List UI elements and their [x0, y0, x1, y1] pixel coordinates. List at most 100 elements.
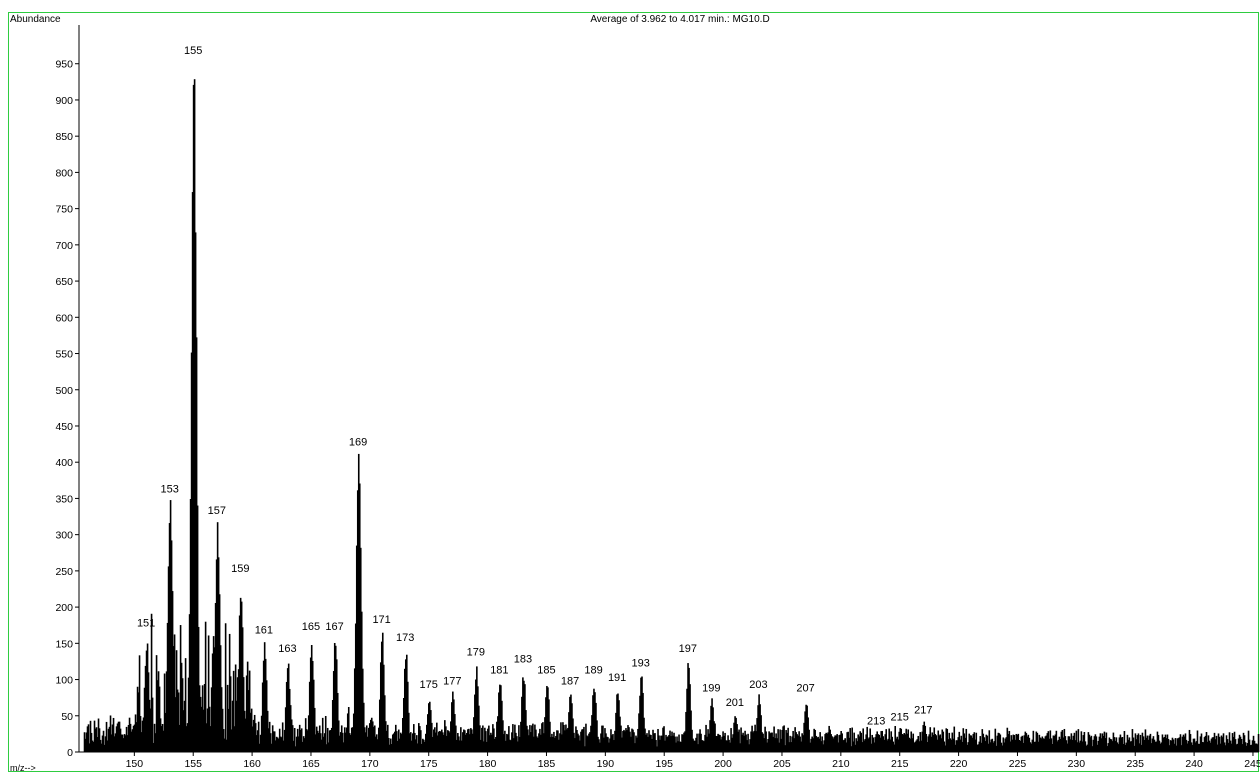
spectrum-bar [658, 735, 660, 752]
spectrum-bar [790, 742, 792, 752]
spectrum-bar [1052, 735, 1055, 752]
spectrum-bar [894, 725, 897, 752]
spectrum-bar [1240, 739, 1243, 752]
spectrum-bar [1110, 739, 1113, 752]
spectrum-bar [631, 728, 633, 752]
spectrum-bar [1148, 735, 1151, 752]
spectrum-bar [356, 490, 359, 752]
plot-frame [8, 12, 1259, 772]
spectrum-bar [298, 724, 301, 752]
spectrum-bar [1006, 727, 1009, 752]
spectrum-bar [1041, 736, 1044, 752]
spectrum-bar [782, 726, 784, 752]
spectrum-bar [448, 731, 450, 752]
spectrum-bar [172, 646, 175, 752]
spectrum-bar [1127, 739, 1130, 752]
spectrum-bar [143, 687, 146, 752]
spectrum-bar [441, 729, 443, 752]
spectrum-bar [1189, 734, 1192, 752]
spectrum-bar [1210, 738, 1213, 752]
spectrum-bar [754, 724, 756, 752]
spectrum-bar [1205, 732, 1208, 752]
spectrum-bar [423, 739, 425, 752]
y-tick-label: 850 [55, 131, 73, 143]
spectrum-bar [517, 741, 519, 752]
spectrum-bar [1039, 737, 1042, 752]
spectrum-bar [1145, 737, 1148, 752]
spectrum-bar [588, 733, 590, 752]
spectrum-bar [1212, 737, 1215, 752]
spectrum-bar [1058, 736, 1061, 752]
spectrum-bar [757, 705, 759, 752]
spectrum-bar [144, 665, 147, 752]
spectrum-bar [450, 721, 452, 752]
spectrum-bar [89, 720, 92, 752]
spectrum-bar [753, 730, 755, 752]
spectrum-bar [1065, 740, 1068, 752]
spectrum-bar [1014, 739, 1017, 752]
spectrum-bar [709, 720, 711, 752]
spectrum-bar [1242, 732, 1245, 752]
spectrum-bar [471, 729, 473, 752]
spectrum-bar [199, 696, 202, 752]
spectrum-bar [571, 703, 573, 752]
spectrum-bar [1179, 734, 1182, 752]
spectrum-bar [518, 725, 520, 752]
y-tick-label: 650 [55, 276, 73, 288]
spectrum-bar [365, 725, 368, 752]
spectrum-bar [1248, 739, 1251, 752]
spectrum-bar [650, 734, 652, 752]
spectrum-bar [312, 679, 315, 752]
spectrum-bar [130, 731, 133, 752]
spectrum-bar [482, 725, 484, 752]
spectrum-bar [595, 702, 597, 752]
x-tick-label: 170 [361, 758, 379, 770]
spectrum-bar [198, 685, 201, 752]
spectrum-bar [1230, 743, 1233, 752]
spectrum-bar [944, 745, 947, 752]
spectrum-bar [640, 677, 642, 752]
spectrum-bar [469, 734, 471, 752]
x-tick-label: 240 [1185, 758, 1203, 770]
spectrum-bar [676, 736, 678, 752]
spectrum-bar [286, 668, 289, 752]
spectrum-bar [969, 735, 972, 752]
spectrum-bar [445, 726, 447, 752]
spectrum-bar [154, 733, 157, 752]
spectrum-bar [652, 729, 654, 752]
spectrum-bar [310, 645, 313, 752]
spectrum-bar [309, 657, 312, 752]
spectrum-bar [559, 733, 561, 752]
spectrum-bar [921, 731, 924, 752]
spectrum-bar [181, 678, 184, 752]
spectrum-bar [115, 726, 118, 752]
spectrum-bar [909, 738, 912, 752]
spectrum-bar [1204, 735, 1207, 752]
spectrum-bar [420, 730, 422, 752]
spectrum-bar [872, 737, 874, 752]
x-axis-label: m/z--> [10, 763, 36, 773]
spectrum-bar [453, 699, 455, 752]
spectrum-bar [331, 700, 334, 752]
spectrum-bar [931, 732, 934, 752]
peak-label: 159 [231, 563, 249, 575]
spectrum-bar [421, 743, 423, 752]
spectrum-bar [844, 738, 846, 752]
spectrum-bar [775, 733, 777, 752]
spectrum-bar [364, 732, 367, 752]
spectrum-bar [345, 727, 348, 752]
spectrum-bar [857, 734, 859, 752]
peak-label: 161 [255, 625, 273, 637]
spectrum-bar [949, 738, 952, 752]
spectrum-bar [854, 744, 856, 752]
spectrum-bar [891, 736, 894, 752]
spectrum-bar [977, 744, 980, 752]
spectrum-bar [972, 733, 975, 752]
spectrum-bar [387, 738, 390, 752]
spectrum-bar [470, 728, 472, 752]
spectrum-bar [740, 727, 742, 752]
spectrum-bar [927, 736, 930, 752]
spectrum-bar [665, 734, 667, 752]
spectrum-bar [347, 707, 350, 752]
spectrum-bar [984, 741, 987, 752]
